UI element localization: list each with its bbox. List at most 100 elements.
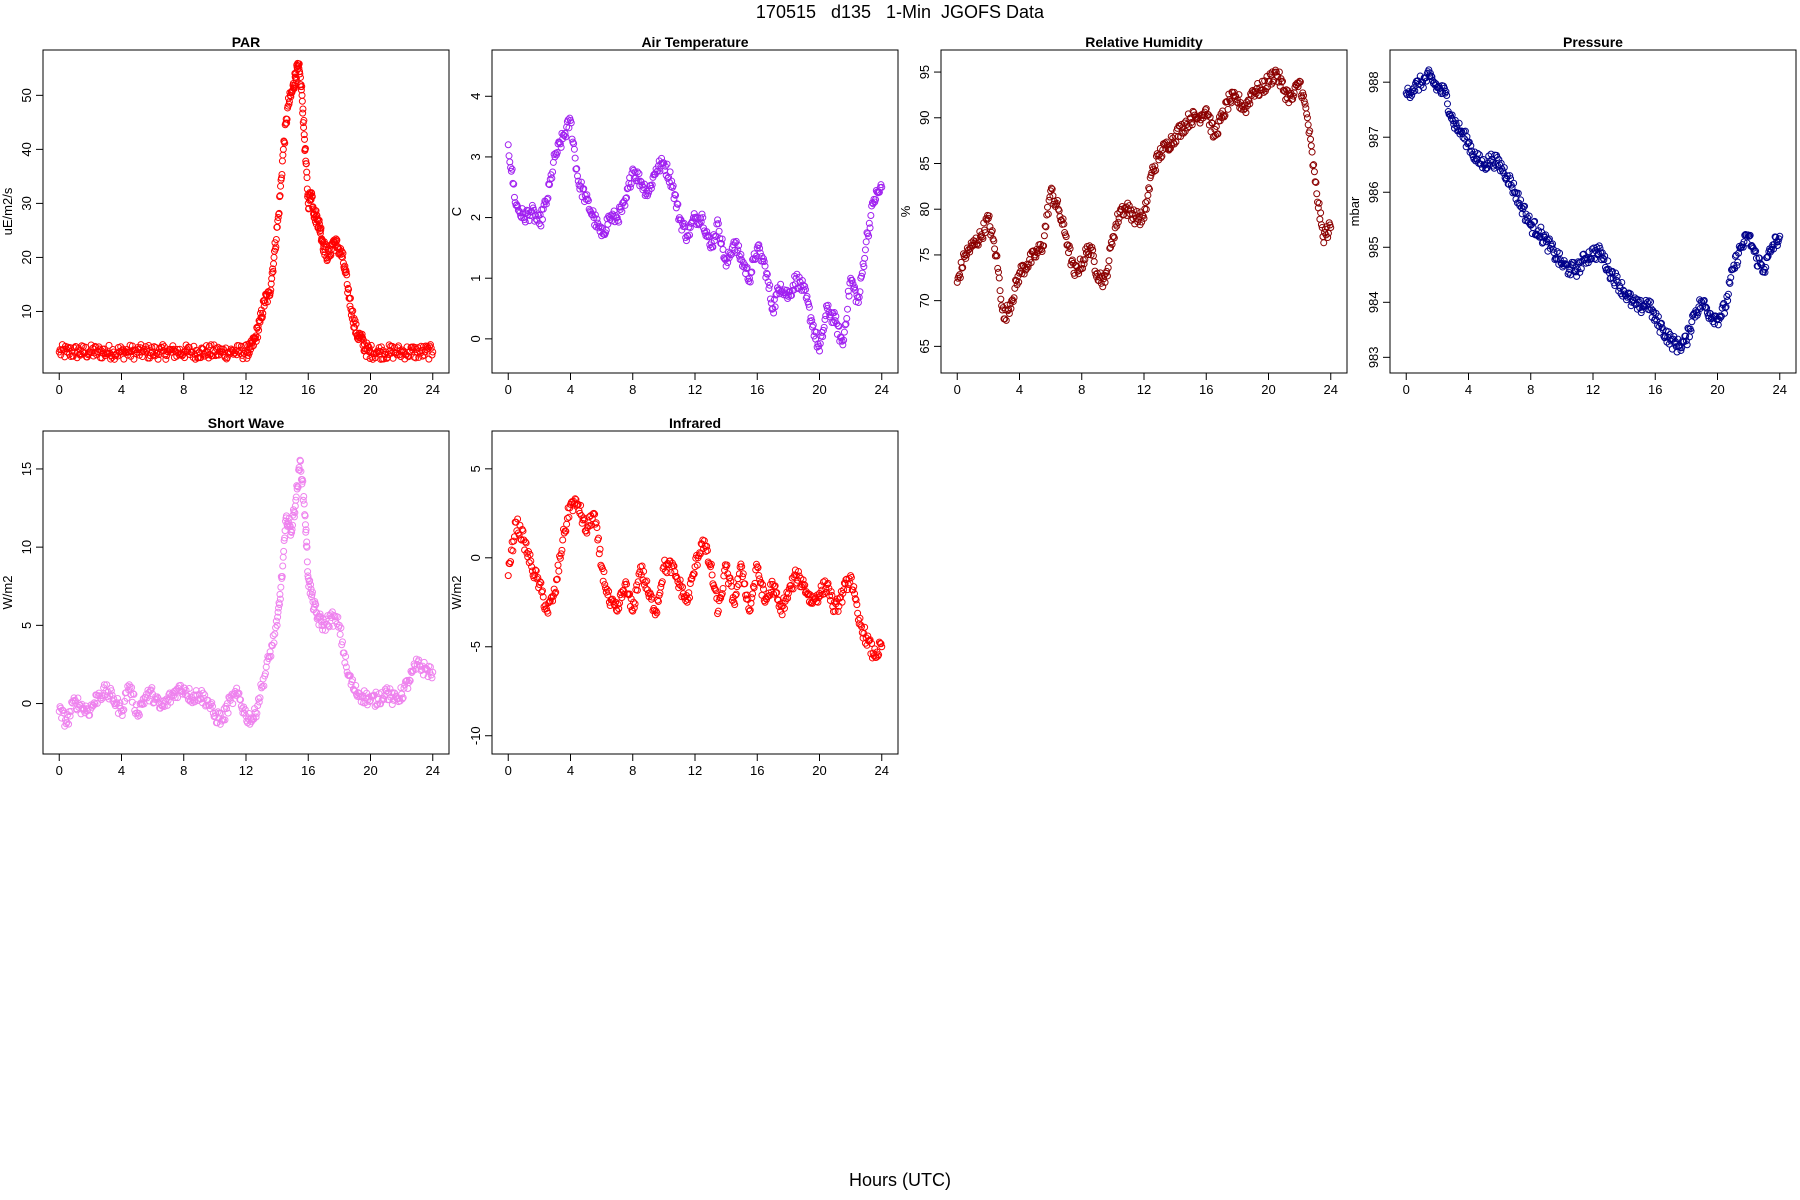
data-point xyxy=(303,543,311,551)
data-point xyxy=(595,534,603,542)
data-point xyxy=(301,511,309,519)
data-point xyxy=(329,240,337,248)
data-point xyxy=(1150,167,1158,175)
data-point xyxy=(549,597,557,605)
data-point xyxy=(715,227,723,235)
data-point xyxy=(851,283,859,291)
data-point xyxy=(595,550,603,558)
data-point xyxy=(269,265,277,273)
data-point xyxy=(319,626,327,634)
data-point xyxy=(571,154,579,162)
data-point xyxy=(277,583,285,591)
data-point xyxy=(271,630,279,638)
data-point xyxy=(704,231,712,239)
data-point xyxy=(876,184,884,192)
data-point xyxy=(958,264,966,272)
data-point xyxy=(291,74,299,82)
data-point xyxy=(1110,234,1118,242)
data-point xyxy=(420,351,428,359)
data-point xyxy=(1086,244,1094,252)
data-point xyxy=(623,194,631,202)
data-point xyxy=(1440,84,1448,92)
data-point xyxy=(570,145,578,153)
data-point xyxy=(1302,104,1310,112)
data-point xyxy=(546,175,554,183)
data-point xyxy=(230,350,238,358)
data-point xyxy=(1470,155,1478,163)
data-point xyxy=(1088,243,1096,251)
data-point xyxy=(308,193,316,201)
x-tick-label: 24 xyxy=(426,382,440,397)
data-point xyxy=(223,704,231,712)
data-point xyxy=(412,354,420,362)
data-point xyxy=(299,105,307,113)
data-point xyxy=(1068,256,1076,264)
data-point xyxy=(123,694,131,702)
data-point xyxy=(1058,216,1066,224)
data-point xyxy=(272,617,280,625)
x-tick-label: 24 xyxy=(1773,382,1787,397)
data-point xyxy=(259,309,267,317)
data-point xyxy=(1577,265,1585,273)
data-point xyxy=(1304,121,1312,129)
data-point xyxy=(666,168,674,176)
data-point xyxy=(686,594,694,602)
data-point xyxy=(337,624,345,632)
data-point xyxy=(351,317,359,325)
data-point xyxy=(785,585,793,593)
data-point xyxy=(325,623,333,631)
data-point xyxy=(1166,144,1174,152)
data-point xyxy=(1429,80,1437,88)
data-point xyxy=(1044,203,1052,211)
data-point xyxy=(406,677,414,685)
data-point xyxy=(154,694,162,702)
data-point xyxy=(1214,130,1222,138)
data-point xyxy=(1061,231,1069,239)
data-point xyxy=(391,344,399,352)
data-point xyxy=(633,168,641,176)
data-point xyxy=(399,694,407,702)
data-point xyxy=(588,210,596,218)
data-point xyxy=(1606,275,1614,283)
data-point xyxy=(1746,231,1754,239)
data-point xyxy=(549,158,557,166)
data-point xyxy=(836,337,844,345)
data-point xyxy=(171,693,179,701)
data-point xyxy=(338,253,346,261)
data-point xyxy=(507,558,515,566)
data-point xyxy=(1068,257,1076,265)
data-point xyxy=(556,139,564,147)
data-point xyxy=(1696,296,1704,304)
data-point xyxy=(966,248,974,256)
data-point xyxy=(1482,165,1490,173)
data-point xyxy=(507,163,515,171)
data-point xyxy=(300,500,308,508)
data-point xyxy=(665,178,673,186)
data-point xyxy=(750,584,758,592)
data-point xyxy=(858,269,866,277)
data-point xyxy=(684,232,692,240)
data-point xyxy=(1739,243,1747,251)
data-point xyxy=(1745,232,1753,240)
data-point xyxy=(510,193,518,201)
y-tick-label: 95 xyxy=(917,65,932,79)
data-point xyxy=(1427,72,1435,80)
data-point xyxy=(840,586,848,594)
data-point xyxy=(379,347,387,355)
data-point xyxy=(998,302,1006,310)
data-point xyxy=(805,303,813,311)
data-point xyxy=(562,527,570,535)
x-tick-label: 16 xyxy=(1199,382,1213,397)
data-point xyxy=(1775,235,1783,243)
data-point xyxy=(324,246,332,254)
data-point xyxy=(291,509,299,517)
data-point xyxy=(567,119,575,127)
x-tick-label: 16 xyxy=(1648,382,1662,397)
data-point xyxy=(526,212,534,220)
data-point xyxy=(819,578,827,586)
data-point xyxy=(545,181,553,189)
x-tick-label: 8 xyxy=(1078,382,1085,397)
data-point xyxy=(291,502,299,510)
data-point xyxy=(1180,129,1188,137)
data-point xyxy=(129,690,137,698)
